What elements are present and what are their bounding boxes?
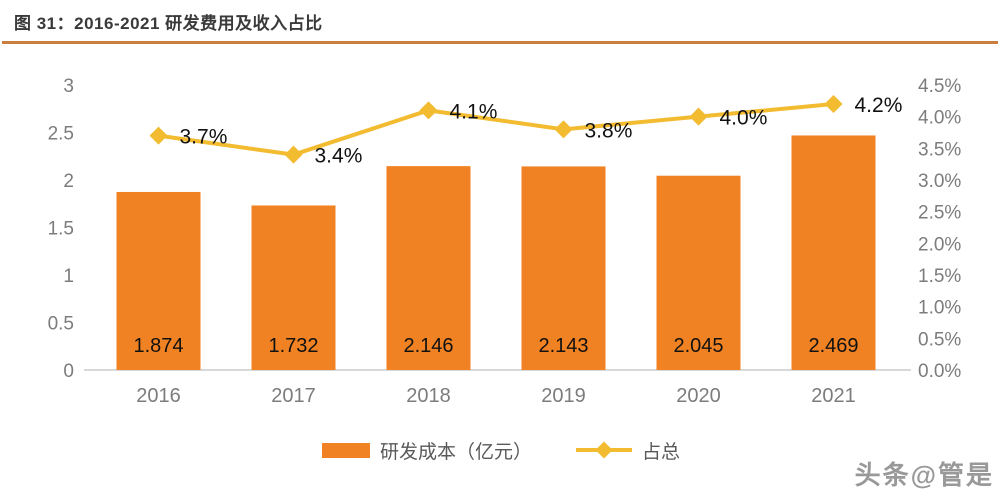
legend-line-swatch xyxy=(576,441,632,459)
legend-bar-label: 研发成本（亿元） xyxy=(379,441,532,463)
pct-value-label: 4.1% xyxy=(450,100,498,123)
left-axis-tick: 1.5 xyxy=(48,219,74,240)
right-axis-tick: 2.5% xyxy=(918,203,961,224)
left-axis-tick: 0.5 xyxy=(48,314,74,335)
line-marker-2017 xyxy=(284,145,303,164)
bar-2017 xyxy=(251,205,336,370)
pct-value-label: 4.2% xyxy=(855,94,903,117)
line-marker-2019 xyxy=(554,120,573,139)
x-axis-label: 2017 xyxy=(271,385,316,407)
bar-2019 xyxy=(521,166,606,370)
line-marker-2018 xyxy=(419,101,438,120)
right-axis-tick: 0.0% xyxy=(918,361,961,382)
x-axis-label: 2018 xyxy=(406,385,451,407)
bar-value-label: 2.469 xyxy=(808,335,858,357)
left-axis-tick: 3 xyxy=(63,76,74,97)
bar-2021 xyxy=(791,135,876,370)
line-marker-2016 xyxy=(149,126,168,145)
right-axis-tick: 1.5% xyxy=(918,266,961,287)
left-axis-tick: 2 xyxy=(63,171,74,192)
right-axis-tick: 2.0% xyxy=(918,234,961,255)
left-axis-tick: 2.5 xyxy=(48,124,74,145)
left-axis-tick: 0 xyxy=(63,361,74,382)
right-axis-tick: 3.5% xyxy=(918,139,961,160)
legend-bar-swatch xyxy=(321,442,370,458)
bar-value-label: 2.045 xyxy=(673,335,723,357)
bar-2018 xyxy=(386,166,471,370)
pct-value-label: 4.0% xyxy=(720,107,768,130)
right-axis-tick: 3.0% xyxy=(918,171,961,192)
x-axis-label: 2021 xyxy=(811,385,856,407)
figure-title: 图 31：2016-2021 研发费用及收入占比 xyxy=(14,14,323,33)
bar-value-label: 2.146 xyxy=(403,335,453,357)
title-underline xyxy=(2,41,998,44)
bar-2016 xyxy=(116,191,201,370)
right-axis-tick: 4.0% xyxy=(918,108,961,129)
pct-value-label: 3.8% xyxy=(585,119,633,142)
x-axis-label: 2019 xyxy=(541,385,586,407)
bar-2020 xyxy=(656,175,741,370)
line-marker-2020 xyxy=(689,107,708,126)
right-axis-tick: 0.5% xyxy=(918,329,961,350)
right-axis-tick: 4.5% xyxy=(918,76,961,97)
legend-line-label: 占总 xyxy=(642,441,681,463)
x-axis-label: 2020 xyxy=(676,385,721,407)
bar-value-label: 2.143 xyxy=(538,335,588,357)
x-axis-label: 2016 xyxy=(136,385,181,407)
legend-diamond-marker-icon xyxy=(595,441,613,459)
figure-header: 图 31：2016-2021 研发费用及收入占比 xyxy=(0,0,1002,46)
watermark-text: 头条@管是 xyxy=(854,460,994,490)
left-axis-tick: 1 xyxy=(63,266,74,287)
combo-chart: 0 0.5 1 1.5 2 2.5 3 0.0% 0.5% 1.0% 1.5% 2.0% 2.5% 3.0… xyxy=(48,76,962,407)
right-axis-tick: 1.0% xyxy=(918,298,961,319)
chart-legend: 研发成本（亿元） 占总 xyxy=(0,434,1002,466)
pct-line xyxy=(158,102,834,157)
bar-value-label: 1.732 xyxy=(268,335,318,357)
pct-value-label: 3.7% xyxy=(180,126,228,149)
line-marker-2021 xyxy=(824,95,843,113)
pct-value-label: 3.4% xyxy=(315,145,363,168)
bar-value-label: 1.874 xyxy=(133,335,183,357)
